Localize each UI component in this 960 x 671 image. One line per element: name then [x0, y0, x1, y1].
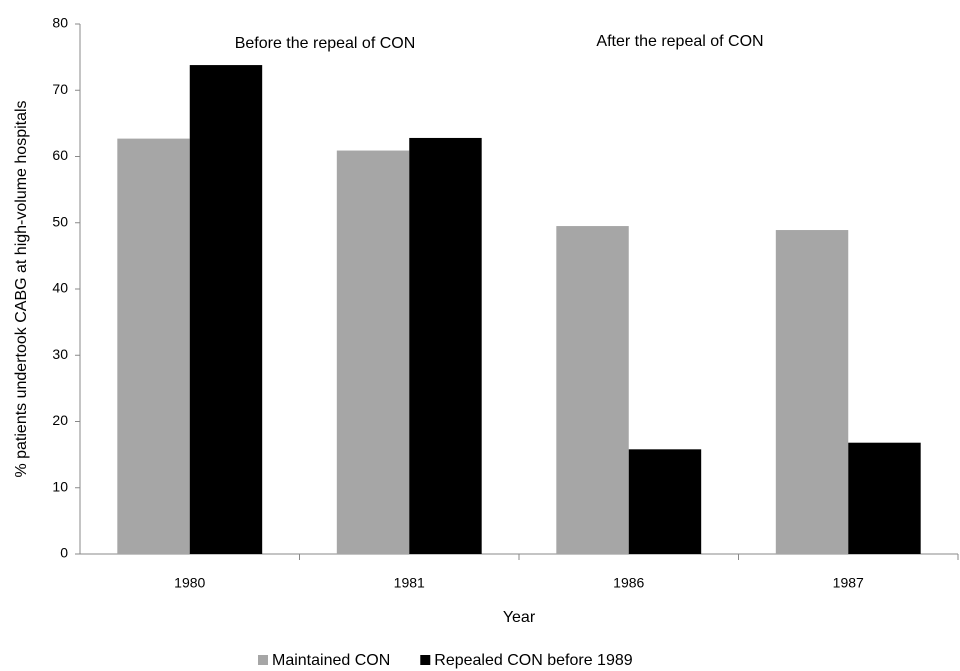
y-tick-label: 30 — [52, 346, 68, 362]
legend-swatch — [258, 655, 268, 665]
bar — [117, 138, 190, 555]
y-tick-label: 60 — [52, 147, 68, 163]
x-tick-label: 1981 — [394, 575, 425, 591]
bar — [189, 65, 263, 554]
legend-swatch — [420, 655, 431, 665]
annotation: After the repeal of CON — [596, 33, 763, 50]
y-tick-label: 40 — [52, 280, 68, 296]
y-tick-label: 10 — [52, 478, 68, 494]
x-axis-title: Year — [503, 609, 536, 626]
bar — [628, 449, 702, 554]
y-tick-label: 80 — [52, 15, 68, 31]
y-axis-title: % patients undertook CABG at high-volume… — [13, 100, 30, 477]
bar — [848, 442, 921, 554]
x-tick-label: 1980 — [174, 575, 205, 591]
bar — [556, 226, 629, 554]
y-tick-label: 70 — [52, 81, 68, 97]
legend-label: Repealed CON before 1989 — [434, 652, 632, 669]
y-tick-label: 50 — [52, 213, 68, 229]
annotation: Before the repeal of CON — [235, 35, 416, 52]
y-tick-label: 0 — [60, 545, 68, 561]
y-tick-label: 20 — [52, 412, 68, 428]
bar — [409, 137, 482, 554]
legend-label: Maintained CON — [272, 652, 390, 669]
bar — [775, 230, 849, 554]
x-tick-label: 1986 — [613, 575, 644, 591]
x-tick-label: 1987 — [833, 575, 864, 591]
bar — [336, 150, 410, 554]
